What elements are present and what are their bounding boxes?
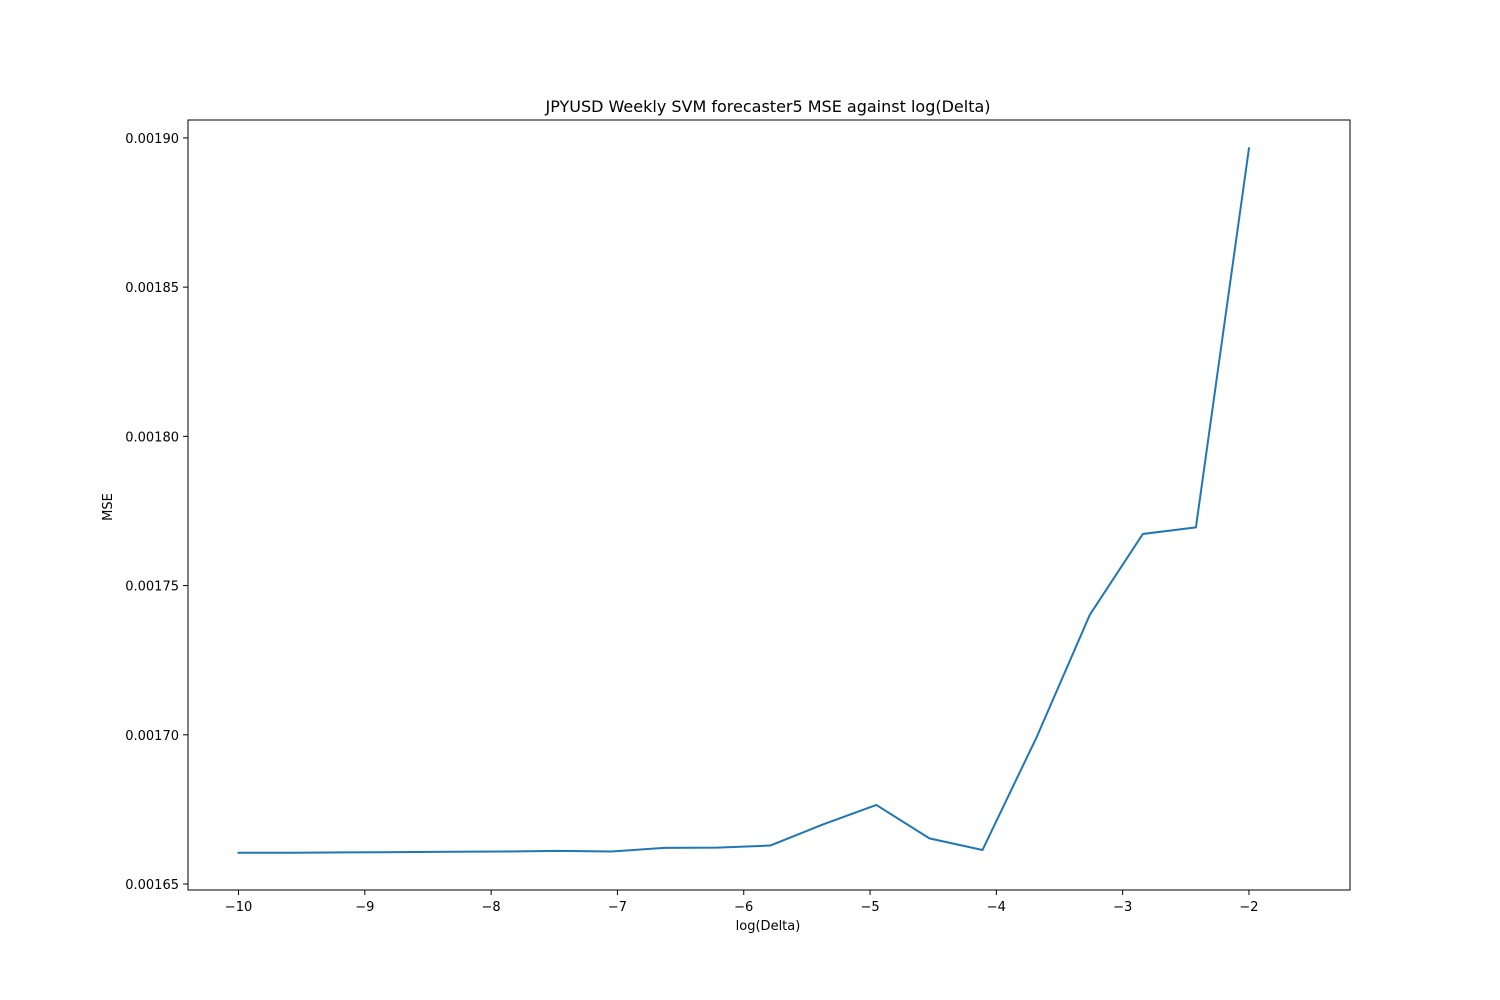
- x-tick-label: −5: [860, 900, 879, 915]
- y-tick-label: 0.00185: [125, 281, 179, 296]
- y-tick-label: 0.00190: [125, 132, 179, 147]
- axes-frame: [187, 119, 1351, 891]
- x-axis: −10 −9 −8 −7 −6 −5 −4 −3 −2: [225, 890, 1259, 915]
- x-tick-label: −4: [987, 900, 1006, 915]
- x-tick-label: −7: [608, 900, 627, 915]
- y-tick-label: 0.00175: [125, 580, 179, 595]
- x-tick-label: −2: [1239, 900, 1258, 915]
- x-tick-label: −10: [225, 900, 252, 915]
- y-tick-label: 0.00180: [125, 430, 179, 445]
- x-tick-label: −8: [482, 900, 501, 915]
- y-axis: 0.00165 0.00170 0.00175 0.00180 0.00185 0.001…: [125, 132, 188, 893]
- series-line-0: [237, 147, 1251, 854]
- y-axis-label: MSE: [101, 493, 116, 521]
- series-layer: [237, 147, 1251, 854]
- y-tick-label: 0.00170: [125, 729, 179, 744]
- x-tick-label: −3: [1113, 900, 1132, 915]
- chart-title: JPYUSD Weekly SVM forecaster5 MSE agains…: [544, 97, 990, 116]
- x-tick-label: −6: [734, 900, 753, 915]
- x-axis-label: log(Delta): [736, 919, 801, 934]
- y-tick-label: 0.00165: [125, 878, 179, 893]
- x-tick-label: −9: [355, 900, 374, 915]
